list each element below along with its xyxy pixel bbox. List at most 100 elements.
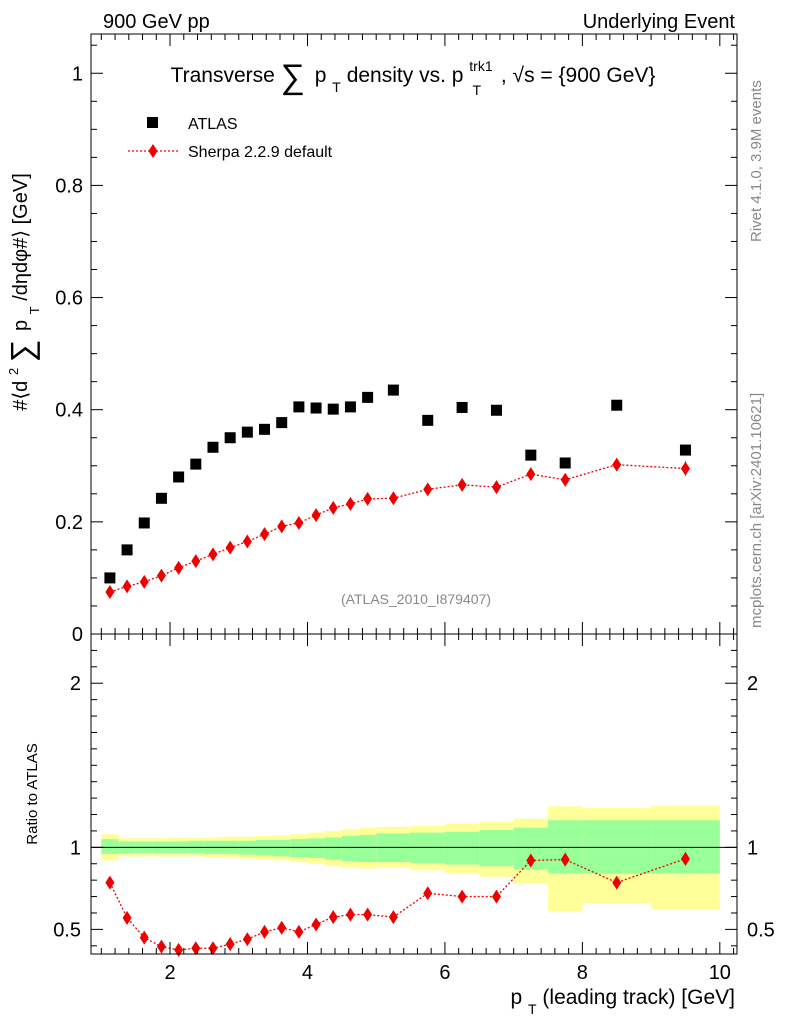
ratio-mc-point <box>260 924 270 939</box>
atlas-point <box>611 399 623 411</box>
main-plot: 0 0.2 0.4 0.6 0.8 1 <box>55 33 738 646</box>
ratio-band-inner <box>479 830 514 867</box>
sherpa-point <box>680 461 690 476</box>
ratio-mc-point <box>680 851 690 866</box>
xlabel-rest: (leading track) [GeV] <box>542 986 735 1009</box>
y-axis-label: #⟨d 2 ∑ p T /dηdφ#⟩ [GeV] <box>1 173 44 411</box>
sherpa-point <box>311 508 321 523</box>
ratio-mc-point <box>208 941 218 956</box>
sherpa-point <box>242 534 252 549</box>
ratio-mc-point <box>457 889 467 904</box>
legend-sherpa-marker <box>148 144 158 158</box>
plot-title: Transverse ∑ p T density vs. p trk1 T , … <box>171 53 656 100</box>
atlas-point <box>104 572 116 584</box>
ratio-mc-point <box>139 930 149 945</box>
ratio-y-tick-label-right: 1 <box>747 837 758 859</box>
ratio-mc-point <box>156 939 166 954</box>
legend-sherpa-label: Sherpa 2.2.9 default <box>188 144 333 161</box>
title-p: p <box>315 64 327 87</box>
atlas-point <box>456 401 468 413</box>
atlas-point <box>679 444 691 456</box>
sherpa-point <box>457 477 467 492</box>
ylabel-sum: ∑ <box>4 340 40 363</box>
ylabel-sup: 2 <box>6 368 21 375</box>
atlas-point <box>241 426 253 438</box>
ratio-band-inner <box>359 835 377 863</box>
legend: ATLAS Sherpa 2.2.9 default <box>128 116 333 161</box>
sherpa-point <box>156 568 166 583</box>
ratio-mc-point <box>242 932 252 947</box>
x-tick-label: 4 <box>302 962 313 984</box>
atlas-point <box>310 402 322 414</box>
xlabel-sub: T <box>528 1001 537 1017</box>
x-tick-label: 10 <box>709 962 731 984</box>
ratio-mc-point <box>311 917 321 932</box>
ratio-y-tick-label: 2 <box>70 673 81 695</box>
atlas-point <box>190 458 202 470</box>
ratio-band-inner <box>341 835 360 862</box>
ratio-y-tick-label-right: 0.5 <box>747 919 775 941</box>
y-tick-label: 1 <box>72 63 83 85</box>
atlas-point <box>293 401 305 413</box>
legend-atlas-marker <box>147 117 158 128</box>
ratio-mc-point <box>294 924 304 939</box>
atlas-point <box>207 441 219 453</box>
rivet-info: Rivet 4.1.0, 3.9M events <box>748 80 765 242</box>
sherpa-point <box>560 472 570 487</box>
atlas-point <box>387 384 399 396</box>
source-info: mcplots.cern.ch [arXiv:2401.10621] <box>748 393 765 628</box>
collision-label: 900 GeV pp <box>103 11 210 33</box>
atlas-point <box>276 417 288 429</box>
title-pre: Transverse <box>171 64 275 87</box>
ratio-frame <box>90 633 738 955</box>
title-mid: density vs. p <box>347 64 464 87</box>
sherpa-point <box>612 457 622 472</box>
legend-atlas-label: ATLAS <box>188 116 238 133</box>
atlas-point <box>344 401 356 413</box>
sherpa-point <box>208 547 218 562</box>
y-tick-label: 0.2 <box>55 512 83 534</box>
ratio-mc-point <box>277 920 287 935</box>
sherpa-point <box>491 480 501 495</box>
ratio-mc-point <box>328 910 338 925</box>
ratio-mc-point <box>526 853 536 868</box>
sherpa-point <box>388 491 398 506</box>
ratio-mc-point <box>122 910 132 925</box>
ratio-mc-point <box>491 889 501 904</box>
ratio-mc-point <box>174 942 184 957</box>
ratio-band-inner <box>290 839 308 858</box>
ratio-mc-point <box>105 875 115 890</box>
sherpa-point <box>277 519 287 534</box>
sherpa-point <box>191 554 201 569</box>
sherpa-point <box>526 467 536 482</box>
atlas-point <box>422 414 434 426</box>
ratio-plot: 2 4 6 8 10 0.5 0.5 1 1 2 2 <box>53 633 775 984</box>
atlas-point <box>121 544 133 556</box>
atlas-point <box>525 449 537 461</box>
sherpa-point <box>105 584 115 599</box>
x-tick-label: 6 <box>439 962 450 984</box>
ratio-y-tick-label-right: 2 <box>747 673 758 695</box>
ratio-y-tick-label: 0.5 <box>53 919 81 941</box>
ratio-mc-point <box>560 852 570 867</box>
y-tick-label: 0.6 <box>55 288 83 310</box>
ratio-y-axis-label: Ratio to ATLAS <box>24 743 41 844</box>
ylabel-post: /dηdφ#⟩ [GeV] <box>10 173 32 301</box>
sherpa-point <box>139 574 149 589</box>
ylabel-sub: T <box>27 306 42 314</box>
ratio-mc-point <box>191 941 201 956</box>
atlas-point <box>362 391 374 403</box>
title-sub: T <box>332 79 341 95</box>
sherpa-point <box>328 500 338 515</box>
title-sub2: T <box>472 82 481 98</box>
ratio-mc-point <box>612 875 622 890</box>
y-tick-label: 0.4 <box>55 400 83 422</box>
ratio-band-inner <box>273 839 291 857</box>
sherpa-point <box>345 496 355 511</box>
xlabel-p: p <box>510 986 522 1009</box>
x-tick-label: 2 <box>164 962 175 984</box>
y-tick-label: 0 <box>72 624 83 646</box>
atlas-point <box>138 517 150 529</box>
title-post: , √s = {900 GeV} <box>501 64 656 87</box>
ratio-mc-point <box>388 910 398 925</box>
